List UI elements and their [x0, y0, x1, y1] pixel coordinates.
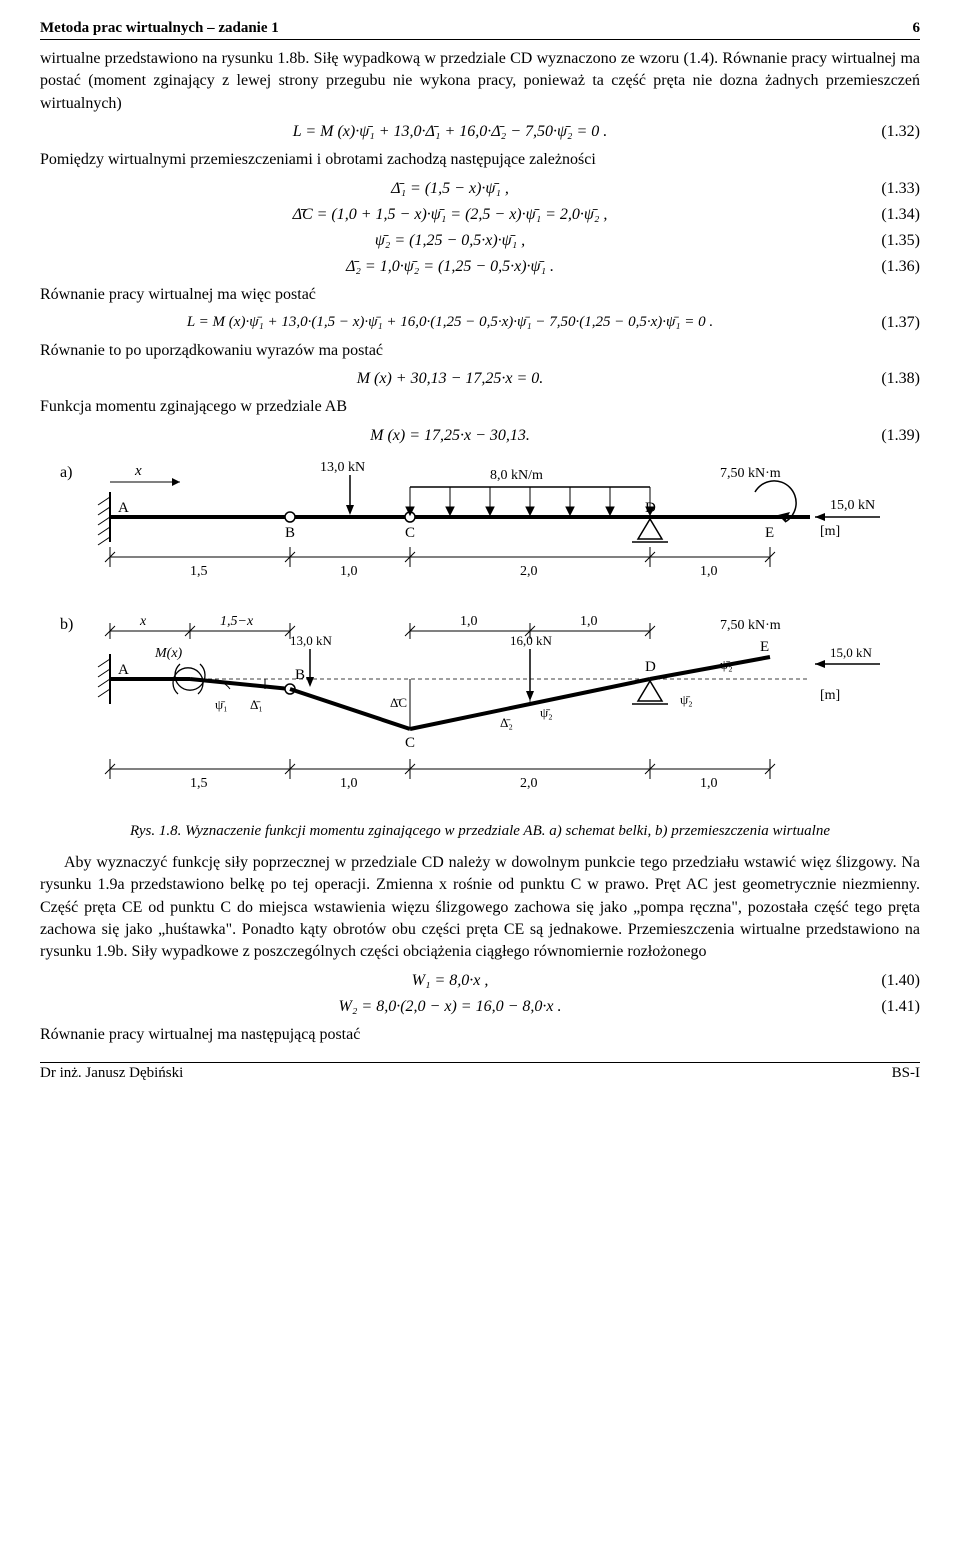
diagram-b: b) x 1,5−x 1,0 1,0 7,50 kN·m A M(x) B C …	[40, 609, 920, 809]
eq-1-35: ψ̄₂ = (1,25 − 0,5·x)·ψ̄₁ , (1.35)	[40, 232, 920, 250]
svg-text:1,0: 1,0	[340, 776, 358, 791]
svg-text:Δ̄₁: Δ̄₁	[250, 697, 263, 712]
para-2: Pomiędzy wirtualnymi przemieszczeniami i…	[40, 149, 920, 171]
svg-text:M(x): M(x)	[154, 646, 183, 661]
svg-text:1,0: 1,0	[700, 776, 718, 791]
svg-text:B: B	[295, 667, 305, 683]
svg-text:16,0 kN: 16,0 kN	[510, 633, 553, 648]
eq-1-32: L = M (x)·ψ̄₁ + 13,0·Δ̄₁ + 16,0·Δ̄₂ − 7,…	[40, 123, 920, 141]
svg-text:Δ̄₂: Δ̄₂	[500, 715, 513, 730]
load-13: 13,0 kN	[320, 460, 365, 475]
eq-num: (1.32)	[860, 123, 920, 141]
moment-label: 7,50 kN·m	[720, 466, 781, 481]
page-header: Metoda prac wirtualnych – zadanie 1 6	[40, 20, 920, 40]
end-load: 15,0 kN	[830, 498, 875, 513]
dist-load: 8,0 kN/m	[490, 468, 543, 483]
eq-1-40: W₁ = 8,0·x , (1.40)	[40, 972, 920, 990]
diagram-a: a) x A B 13,0 kN C 8,0 kN/m D 7,50 kN·m …	[40, 457, 920, 597]
svg-text:15,0 kN: 15,0 kN	[830, 645, 873, 660]
x-label: x	[134, 463, 142, 479]
svg-text:ψ̄₁: ψ̄₁	[215, 697, 228, 712]
para-4: Równanie to po uporządkowaniu wyrazów ma…	[40, 340, 920, 362]
eq-1-37: L = M (x)·ψ̄₁ + 13,0·(1,5 − x)·ψ̄₁ + 16,…	[40, 314, 920, 332]
beam-diagram-a: a) x A B 13,0 kN C 8,0 kN/m D 7,50 kN·m …	[40, 457, 920, 597]
svg-text:1,5: 1,5	[190, 564, 208, 579]
svg-text:ψ̄₂: ψ̄₂	[540, 705, 553, 720]
eq-1-33: Δ̄₁ = (1,5 − x)·ψ̄₁ , (1.33)	[40, 180, 920, 198]
svg-text:ψ̄₂: ψ̄₂	[680, 692, 693, 707]
svg-text:2,0: 2,0	[520, 776, 538, 791]
svg-text:A: A	[118, 662, 129, 678]
svg-text:[m]: [m]	[820, 688, 840, 703]
svg-text:1,5−x: 1,5−x	[220, 614, 254, 629]
svg-text:7,50 kN·m: 7,50 kN·m	[720, 618, 781, 633]
label-b: b)	[60, 616, 73, 633]
label-a: a)	[60, 464, 72, 481]
page-footer: Dr inż. Janusz Dębiński BS-I	[40, 1062, 920, 1082]
svg-text:Δ̄C: Δ̄C	[390, 695, 407, 710]
svg-text:x: x	[139, 614, 147, 629]
para-5: Funkcja momentu zginającego w przedziale…	[40, 396, 920, 418]
para-3: Równanie pracy wirtualnej ma więc postać	[40, 284, 920, 306]
pt-B: B	[285, 525, 295, 541]
eq-body: L = M (x)·ψ̄₁ + 13,0·Δ̄₁ + 16,0·Δ̄₂ − 7,…	[40, 123, 860, 141]
header-title: Metoda prac wirtualnych – zadanie 1	[40, 20, 279, 37]
svg-text:13,0 kN: 13,0 kN	[290, 633, 333, 648]
eq-1-36: Δ̄₂ = 1,0·ψ̄₂ = (1,25 − 0,5·x)·ψ̄₁ . (1.…	[40, 258, 920, 276]
pt-E: E	[765, 525, 774, 541]
figure-caption: Rys. 1.8. Wyznaczenie funkcji momentu zg…	[40, 821, 920, 842]
svg-text:1,5: 1,5	[190, 776, 208, 791]
svg-text:2,0: 2,0	[520, 564, 538, 579]
para-6: Aby wyznaczyć funkcję siły poprzecznej w…	[40, 852, 920, 964]
beam-diagram-b: b) x 1,5−x 1,0 1,0 7,50 kN·m A M(x) B C …	[40, 609, 920, 809]
eq-1-34: Δ̄C = (1,0 + 1,5 − x)·ψ̄₁ = (2,5 − x)·ψ̄…	[40, 206, 920, 224]
para-7: Równanie pracy wirtualnej ma następującą…	[40, 1024, 920, 1046]
eq-1-41: W₂ = 8,0·(2,0 − x) = 16,0 − 8,0·x . (1.4…	[40, 998, 920, 1016]
svg-text:1,0: 1,0	[460, 614, 478, 629]
pt-A: A	[118, 500, 129, 516]
pt-C: C	[405, 525, 415, 541]
intro-para: wirtualne przedstawiono na rysunku 1.8b.…	[40, 48, 920, 115]
unit-m: [m]	[820, 524, 840, 539]
svg-text:1,0: 1,0	[700, 564, 718, 579]
svg-text:E: E	[760, 639, 769, 655]
svg-text:1,0: 1,0	[340, 564, 358, 579]
eq-1-39: M (x) = 17,25·x − 30,13. (1.39)	[40, 427, 920, 445]
footer-author: Dr inż. Janusz Dębiński	[40, 1065, 183, 1082]
svg-text:C: C	[405, 735, 415, 751]
pt-D: D	[645, 500, 656, 516]
svg-text:1,0: 1,0	[580, 614, 598, 629]
svg-text:ψ̄₂: ψ̄₂	[720, 657, 733, 672]
header-pagenum: 6	[913, 20, 921, 37]
footer-code: BS-I	[892, 1065, 920, 1082]
svg-text:D: D	[645, 659, 656, 675]
eq-1-38: M (x) + 30,13 − 17,25·x = 0. (1.38)	[40, 370, 920, 388]
